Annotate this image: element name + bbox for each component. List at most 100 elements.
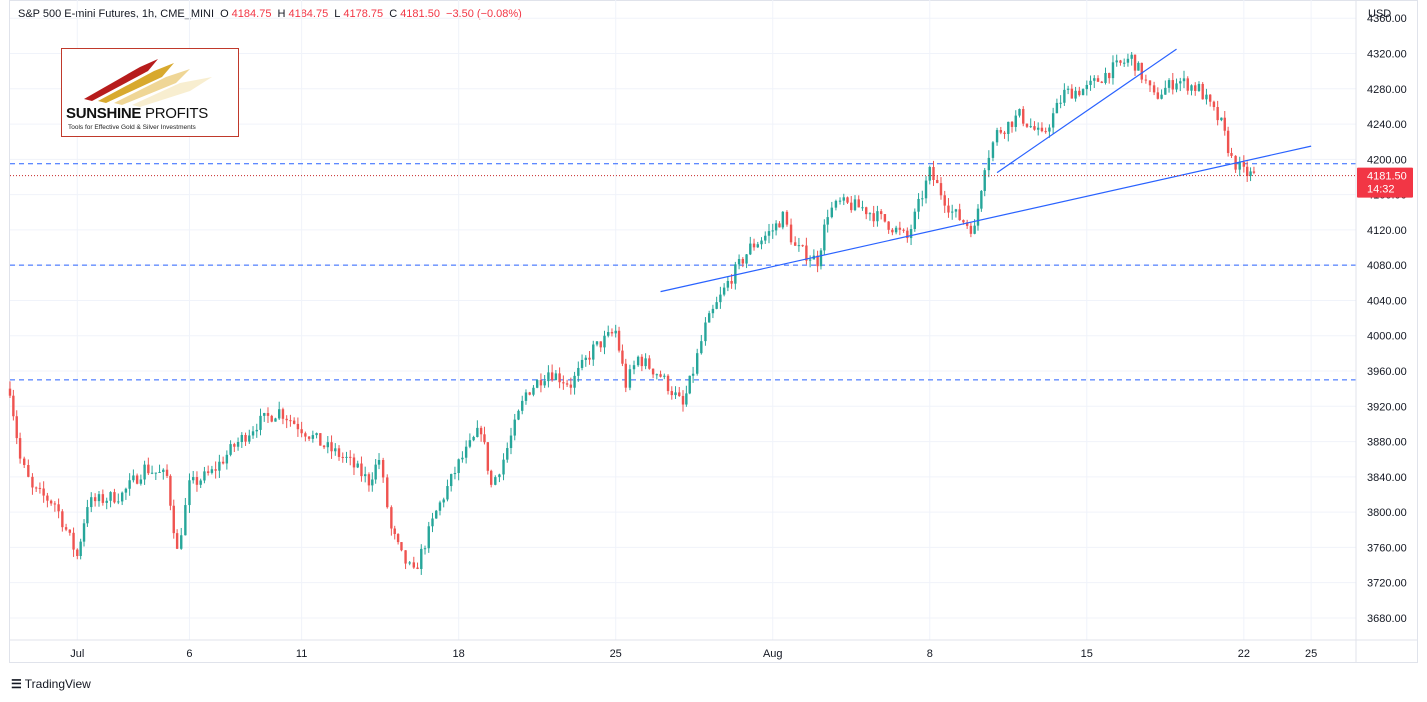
candle-down xyxy=(53,503,57,505)
candle-up xyxy=(704,322,707,342)
candle-down xyxy=(165,469,169,476)
logo-title-bold: SUNSHINE xyxy=(66,105,142,122)
candle-up xyxy=(928,167,931,181)
x-tick-label: 11 xyxy=(296,648,307,660)
candle-down xyxy=(617,330,621,351)
candle-up xyxy=(1007,121,1010,134)
x-tick-label: Aug xyxy=(763,648,783,660)
candle-down xyxy=(360,463,363,477)
candle-up xyxy=(524,392,528,401)
time-axis[interactable]: Jul 6 11 18 25 Aug 8 15 22 25 xyxy=(70,648,1317,660)
candle-up xyxy=(468,440,472,447)
candle-down xyxy=(550,372,554,381)
price-axis[interactable]: 3680.00 3720.00 3760.00 3800.00 3840.00 3880.… xyxy=(1367,13,1407,625)
y-tick-label: 3840.00 xyxy=(1367,472,1407,484)
candle-down xyxy=(172,505,175,534)
candle-up xyxy=(453,473,457,475)
candle-up xyxy=(688,375,691,394)
candle-up xyxy=(210,469,214,473)
candle-up xyxy=(97,494,101,502)
candle-down xyxy=(932,167,935,181)
candle-up xyxy=(1137,62,1140,71)
candle-down xyxy=(681,395,685,405)
candle-up xyxy=(427,526,430,549)
candle-down xyxy=(322,445,326,448)
y-tick-label: 4360.00 xyxy=(1367,13,1407,25)
candle-down xyxy=(846,197,849,203)
logo-title: SUNSHINE PROFITS xyxy=(66,105,208,122)
candle-up xyxy=(498,474,501,478)
candle-down xyxy=(337,448,341,457)
close-value: 4181.50 xyxy=(400,8,440,20)
candle-down xyxy=(1230,153,1233,156)
tradingview-brand[interactable]: ☰ TradingView xyxy=(11,677,91,691)
sunshine-profits-logo: SUNSHINE PROFITS Tools for Effective Gol… xyxy=(61,48,239,137)
candle-up xyxy=(1175,83,1178,90)
candle-up xyxy=(834,200,838,208)
candle-up xyxy=(595,341,599,345)
candle-up xyxy=(255,429,258,432)
candle-up xyxy=(808,259,812,261)
candle-up xyxy=(218,461,221,471)
candle-up xyxy=(644,358,647,367)
candle-up xyxy=(584,357,587,360)
candle-down xyxy=(1133,54,1137,71)
candle-down xyxy=(352,457,356,468)
candle-up xyxy=(188,480,191,506)
candle-up xyxy=(431,518,434,527)
candle-down xyxy=(670,391,673,396)
candle-down xyxy=(857,199,860,208)
symbol-title[interactable]: S&P 500 E-mini Futures, 1h, CME_MINI xyxy=(18,8,215,20)
open-value: 4184.75 xyxy=(231,8,272,20)
candle-down xyxy=(206,471,210,473)
candle-down xyxy=(969,225,973,234)
candle-up xyxy=(132,475,135,481)
candle-up xyxy=(830,207,834,218)
candle-down xyxy=(147,464,150,474)
candle-down xyxy=(12,395,15,417)
candle-down xyxy=(752,243,756,248)
candle-down xyxy=(285,418,288,421)
candle-down xyxy=(659,374,662,377)
candle-down xyxy=(565,383,569,385)
candle-down xyxy=(390,507,393,529)
candle-down xyxy=(1003,132,1006,134)
x-tick-label: 8 xyxy=(927,648,933,660)
candle-up xyxy=(1018,109,1021,116)
candle-up xyxy=(1051,113,1055,128)
candle-up xyxy=(749,243,752,255)
candle-up xyxy=(192,477,195,481)
candle-down xyxy=(300,429,303,434)
candle-down xyxy=(49,500,53,504)
candle-down xyxy=(27,465,30,477)
candle-up xyxy=(1190,85,1193,91)
candle-down xyxy=(15,416,18,439)
candle-down xyxy=(1186,78,1189,91)
candle-up xyxy=(628,369,632,388)
candle-up xyxy=(691,373,695,376)
candle-up xyxy=(756,244,759,248)
candle-down xyxy=(266,413,270,416)
candle-up xyxy=(199,480,202,485)
candle-up xyxy=(435,510,438,519)
candle-up xyxy=(760,240,763,245)
candle-up xyxy=(1014,115,1017,127)
candle-down xyxy=(793,242,797,246)
candle-up xyxy=(464,446,468,458)
candle-down xyxy=(330,442,333,452)
candle-up xyxy=(696,353,699,374)
candle-down xyxy=(381,460,385,478)
candle-up xyxy=(853,199,857,211)
candle-up xyxy=(1055,102,1059,114)
logo-title-light: PROFITS xyxy=(145,105,208,122)
candle-up xyxy=(987,157,991,171)
candle-down xyxy=(416,567,419,569)
y-tick-label: 4200.00 xyxy=(1367,154,1407,166)
candle-down xyxy=(57,504,60,512)
y-tick-label: 4000.00 xyxy=(1367,331,1407,343)
candle-up xyxy=(842,197,845,201)
candle-down xyxy=(195,477,199,485)
candle-up xyxy=(124,488,128,493)
change-value: −3.50 (−0.08%) xyxy=(446,8,522,20)
